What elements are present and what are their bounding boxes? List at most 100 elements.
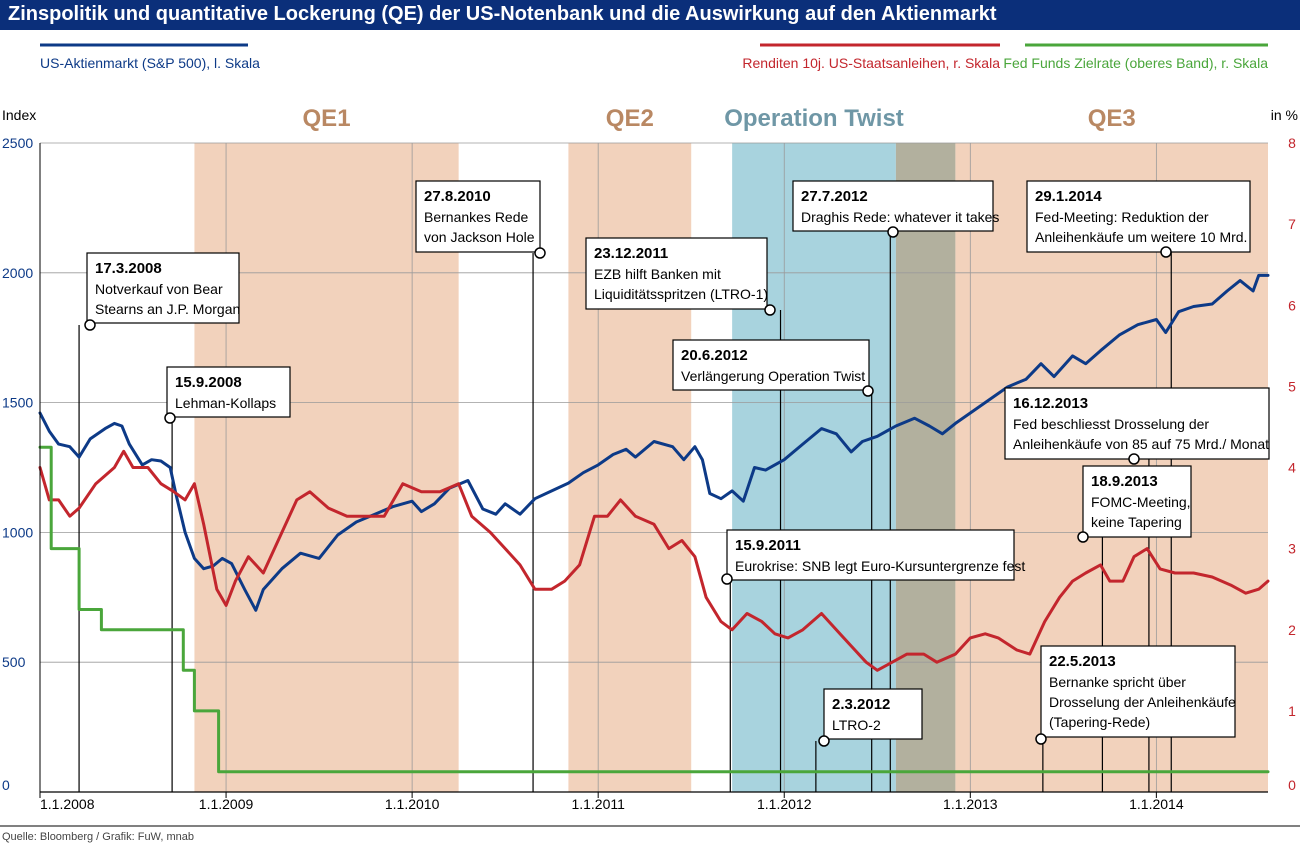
annotation-box-0 <box>86 252 240 324</box>
right-tick-label-6: 6 <box>1288 297 1296 313</box>
annotation-marker-5 <box>887 226 899 238</box>
series-line-0 <box>38 273 1270 612</box>
annotation-date-7: 2.3.2012 <box>832 696 890 713</box>
right-tick-label-3: 3 <box>1288 541 1296 557</box>
annotation-text-2-0: Bernankes Rede <box>424 209 529 225</box>
annotation-date-9: 16.12.2013 <box>1013 395 1088 412</box>
annotation-date-1: 15.9.2008 <box>175 374 242 391</box>
x-tick-label-4: 1.1.2012 <box>757 796 812 812</box>
period-band-0 <box>194 143 459 792</box>
annotation-marker-11 <box>1035 733 1047 745</box>
annotation-date-8: 29.1.2014 <box>1035 188 1102 205</box>
right-tick-label-7: 7 <box>1288 216 1296 232</box>
right-tick-label-2: 2 <box>1288 622 1296 638</box>
annotation-text-4-0: Verlängerung Operation Twist <box>681 368 865 384</box>
annotation-date-3: 23.12.2011 <box>594 245 668 262</box>
annotation-text-3-0: EZB hilft Banken mit <box>594 266 721 282</box>
left-tick-label-5: 2500 <box>2 135 33 151</box>
right-axis-label: in % <box>1271 107 1298 123</box>
annotation-marker-7 <box>818 735 830 747</box>
left-tick-label-0: 0 <box>2 777 10 793</box>
annotation-text-6-0: Eurokrise: SNB legt Euro-Kursuntergrenze… <box>735 558 1025 574</box>
annotation-marker-0 <box>84 319 96 331</box>
annotation-date-10: 18.9.2013 <box>1091 473 1158 490</box>
annotation-text-11-0: Bernanke spricht über <box>1049 674 1186 690</box>
right-tick-label-0: 0 <box>1288 777 1296 793</box>
annotation-text-10-0: FOMC-Meeting, <box>1091 494 1191 510</box>
left-tick-label-2: 1000 <box>2 524 33 540</box>
series-line-1 <box>38 449 1270 672</box>
right-tick-label-1: 1 <box>1288 703 1296 719</box>
legend-label-2: Fed Funds Zielrate (oberes Band), r. Ska… <box>1003 55 1268 71</box>
left-axis-label: Index <box>2 107 36 123</box>
annotation-text-7-0: LTRO-2 <box>832 717 881 733</box>
period-label-1: QE2 <box>606 105 654 132</box>
annotation-box-1 <box>166 366 291 418</box>
period-band-3 <box>895 143 956 792</box>
annotation-marker-10 <box>1077 531 1089 543</box>
annotation-text-9-1: Anleihenkäufe von 85 auf 75 Mrd./ Monat <box>1013 436 1269 452</box>
period-label-0: QE1 <box>303 105 351 132</box>
annotation-box-5 <box>792 180 994 232</box>
annotation-text-3-1: Liquiditätsspritzen (LTRO-1) <box>594 286 768 302</box>
x-tick-label-1: 1.1.2009 <box>199 796 254 812</box>
legend-label-0: US-Aktienmarkt (S&P 500), l. Skala <box>40 55 260 71</box>
annotation-box-4 <box>672 339 870 391</box>
x-tick-label-2: 1.1.2010 <box>385 796 440 812</box>
annotation-marker-9 <box>1128 453 1140 465</box>
series-line-2 <box>38 445 1270 774</box>
right-tick-label-5: 5 <box>1288 378 1296 394</box>
annotation-text-1-0: Lehman-Kollaps <box>175 395 276 411</box>
annotation-text-0-0: Notverkauf von Bear <box>95 281 223 297</box>
annotation-box-6 <box>726 529 1015 581</box>
annotation-marker-2 <box>534 247 546 259</box>
x-tick-label-5: 1.1.2013 <box>943 796 998 812</box>
period-label-2: Operation Twist <box>724 105 904 132</box>
right-tick-label-8: 8 <box>1288 135 1296 151</box>
period-label-4: QE3 <box>1088 105 1136 132</box>
annotation-text-8-1: Anleihenkäufe um weitere 10 Mrd. <box>1035 229 1247 245</box>
annotation-box-10 <box>1082 465 1192 538</box>
annotation-text-5-0: Draghis Rede: whatever it takes <box>801 209 999 225</box>
axes: Index in % 0 500 1000 1500 2000 2500 0 1 2 3 4 5 6 7 8 1.… <box>0 107 1300 827</box>
x-tick-label-6: 1.1.2014 <box>1129 796 1184 812</box>
annotation-box-9 <box>1004 387 1270 460</box>
chart-title: Zinspolitik und quantitative Lockerung (… <box>8 3 997 25</box>
annotation-text-10-1: keine Tapering <box>1091 514 1182 530</box>
left-tick-label-1: 500 <box>2 654 26 670</box>
annotation-box-11 <box>1040 645 1236 738</box>
left-tick-label-4: 2000 <box>2 265 33 281</box>
x-tick-label-0: 1.1.2008 <box>40 796 95 812</box>
annotation-date-5: 27.7.2012 <box>801 188 868 205</box>
annotation-box-7 <box>823 688 923 740</box>
annotation-date-0: 17.3.2008 <box>95 260 162 277</box>
annotation-date-11: 22.5.2013 <box>1049 653 1116 670</box>
right-tick-label-4: 4 <box>1288 460 1296 476</box>
x-tick-label-3: 1.1.2011 <box>571 796 625 812</box>
source-note: Quelle: Bloomberg / Grafik: FuW, mnab <box>2 831 194 843</box>
annotation-date-6: 15.9.2011 <box>735 537 801 554</box>
annotation-marker-4 <box>862 385 874 397</box>
annotation-text-2-1: von Jackson Hole <box>424 229 535 245</box>
left-tick-label-3: 1500 <box>2 395 33 411</box>
annotation-text-0-1: Stearns an J.P. Morgan <box>95 301 240 317</box>
legend: US-Aktienmarkt (S&P 500), l. Skala Rendit… <box>40 43 1268 71</box>
annotation-text-11-1: Drosselung der Anleihenkäufe <box>1049 694 1236 710</box>
legend-label-1: Renditen 10j. US-Staatsanleihen, r. Skal… <box>742 55 1000 71</box>
period-bands: QE1 QE2 Operation Twist QE3 <box>194 105 1268 792</box>
annotation-box-2 <box>415 180 541 253</box>
annotation-marker-8 <box>1160 246 1172 258</box>
annotation-text-11-2: (Tapering-Rede) <box>1049 714 1150 730</box>
annotation-marker-3 <box>764 304 776 316</box>
title-bar: Zinspolitik und quantitative Lockerung (… <box>0 0 1300 30</box>
annotation-box-8 <box>1026 180 1251 253</box>
annotation-marker-1 <box>164 412 176 424</box>
annotation-boxes: 17.3.2008 Notverkauf von Bear Stearns an J… <box>84 180 1270 747</box>
annotation-text-8-0: Fed-Meeting: Reduktion der <box>1035 209 1209 225</box>
annotation-date-4: 20.6.2012 <box>681 347 748 364</box>
annotation-date-2: 27.8.2010 <box>424 188 491 205</box>
annotation-marker-6 <box>721 573 733 585</box>
annotation-text-9-0: Fed beschliesst Drosselung der <box>1013 416 1209 432</box>
annotation-box-3 <box>585 237 768 310</box>
